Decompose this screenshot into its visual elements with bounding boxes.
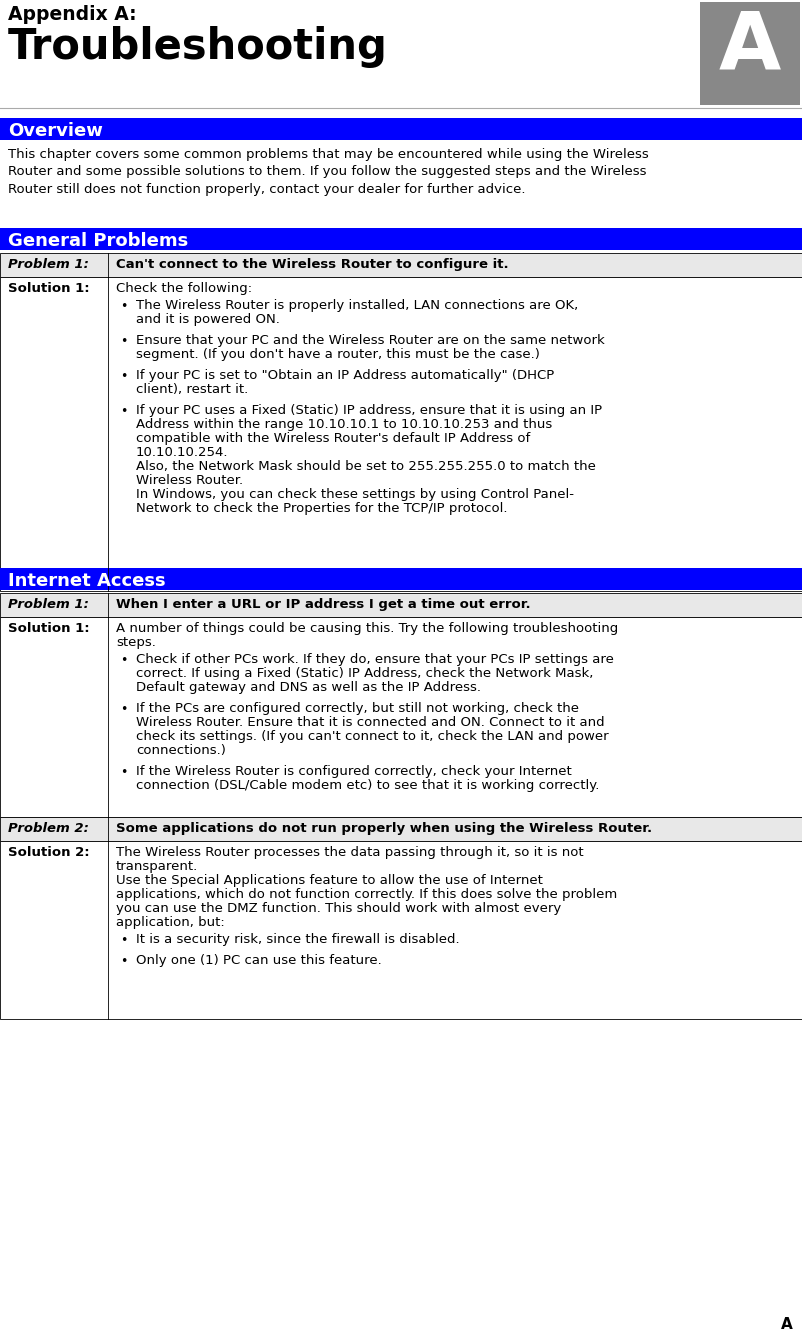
Text: application, but:: application, but: (115, 917, 225, 929)
Text: A: A (780, 1317, 792, 1333)
Text: Can't connect to the Wireless Router to configure it.: Can't connect to the Wireless Router to … (115, 258, 508, 271)
Text: you can use the DMZ function. This should work with almost every: you can use the DMZ function. This shoul… (115, 902, 561, 915)
Text: •: • (119, 934, 128, 947)
Text: The Wireless Router is properly installed, LAN connections are OK,: The Wireless Router is properly installe… (136, 299, 577, 311)
Bar (0, 254, 802, 276)
Text: Problem 1:: Problem 1: (8, 258, 89, 271)
Text: Some applications do not run properly when using the Wireless Router.: Some applications do not run properly wh… (115, 823, 651, 835)
Text: •: • (119, 766, 128, 778)
Text: Troubleshooting: Troubleshooting (8, 25, 387, 68)
Text: Solution 1:: Solution 1: (8, 282, 90, 295)
Text: •: • (119, 301, 128, 313)
Text: Internet Access: Internet Access (8, 572, 165, 590)
Bar (0, 617, 802, 817)
Text: Problem 1:: Problem 1: (8, 599, 89, 611)
Text: Solution 1:: Solution 1: (8, 621, 90, 635)
Bar (0, 568, 802, 590)
Text: Wireless Router.: Wireless Router. (136, 474, 243, 487)
Text: General Problems: General Problems (8, 232, 188, 250)
Text: In Windows, you can check these settings by using Control Panel-: In Windows, you can check these settings… (136, 488, 573, 501)
Text: check its settings. (If you can't connect to it, check the LAN and power: check its settings. (If you can't connec… (136, 730, 608, 743)
Text: The Wireless Router processes the data passing through it, so it is not: The Wireless Router processes the data p… (115, 845, 583, 859)
Text: correct. If using a Fixed (Static) IP Address, check the Network Mask,: correct. If using a Fixed (Static) IP Ad… (136, 667, 593, 680)
Text: If your PC uses a Fixed (Static) IP address, ensure that it is using an IP: If your PC uses a Fixed (Static) IP addr… (136, 404, 602, 417)
Text: Address within the range 10.10.10.1 to 10.10.10.253 and thus: Address within the range 10.10.10.1 to 1… (136, 417, 552, 431)
Text: Use the Special Applications feature to allow the use of Internet: Use the Special Applications feature to … (115, 874, 542, 887)
Bar (0, 593, 802, 617)
Text: Appendix A:: Appendix A: (8, 5, 136, 24)
Text: connections.): connections.) (136, 743, 225, 757)
Text: connection (DSL/Cable modem etc) to see that it is working correctly.: connection (DSL/Cable modem etc) to see … (136, 778, 598, 792)
Text: applications, which do not function correctly. If this does solve the problem: applications, which do not function corr… (115, 888, 617, 900)
Text: Network to check the Properties for the TCP/IP protocol.: Network to check the Properties for the … (136, 502, 507, 515)
Text: compatible with the Wireless Router's default IP Address of: compatible with the Wireless Router's de… (136, 432, 529, 446)
Text: Problem 2:: Problem 2: (8, 823, 89, 835)
Text: transparent.: transparent. (115, 860, 198, 874)
Text: Overview: Overview (8, 122, 103, 140)
Bar (0, 817, 802, 841)
Text: If the PCs are configured correctly, but still not working, check the: If the PCs are configured correctly, but… (136, 702, 578, 715)
Text: •: • (119, 654, 128, 667)
Text: •: • (119, 956, 128, 968)
Text: •: • (119, 370, 128, 382)
Text: steps.: steps. (115, 636, 156, 650)
Text: Wireless Router. Ensure that it is connected and ON. Connect to it and: Wireless Router. Ensure that it is conne… (136, 717, 604, 729)
Text: Ensure that your PC and the Wireless Router are on the same network: Ensure that your PC and the Wireless Rou… (136, 334, 604, 348)
Text: When I enter a URL or IP address I get a time out error.: When I enter a URL or IP address I get a… (115, 599, 530, 611)
Text: If your PC is set to "Obtain an IP Address automatically" (DHCP: If your PC is set to "Obtain an IP Addre… (136, 369, 553, 382)
Text: Check the following:: Check the following: (115, 282, 252, 295)
Text: Only one (1) PC can use this feature.: Only one (1) PC can use this feature. (136, 954, 381, 968)
Text: •: • (119, 336, 128, 348)
Text: It is a security risk, since the firewall is disabled.: It is a security risk, since the firewal… (136, 933, 459, 946)
Text: •: • (119, 703, 128, 717)
Bar (0, 841, 802, 1019)
Text: A: A (718, 8, 780, 86)
Text: •: • (119, 405, 128, 417)
Bar (0, 228, 802, 250)
Text: Solution 2:: Solution 2: (8, 845, 90, 859)
Text: Default gateway and DNS as well as the IP Address.: Default gateway and DNS as well as the I… (136, 680, 480, 694)
Text: Check if other PCs work. If they do, ensure that your PCs IP settings are: Check if other PCs work. If they do, ens… (136, 654, 613, 666)
Text: Also, the Network Mask should be set to 255.255.255.0 to match the: Also, the Network Mask should be set to … (136, 460, 595, 472)
Text: A number of things could be causing this. Try the following troubleshooting: A number of things could be causing this… (115, 621, 618, 635)
Text: 10.10.10.254.: 10.10.10.254. (136, 446, 229, 459)
Text: client), restart it.: client), restart it. (136, 382, 248, 396)
Text: segment. (If you don't have a router, this must be the case.): segment. (If you don't have a router, th… (136, 348, 539, 361)
Bar (699, 1, 799, 105)
Text: If the Wireless Router is configured correctly, check your Internet: If the Wireless Router is configured cor… (136, 765, 571, 778)
Bar (0, 118, 802, 140)
Text: This chapter covers some common problems that may be encountered while using the: This chapter covers some common problems… (8, 148, 648, 196)
Bar (0, 276, 802, 590)
Text: and it is powered ON.: and it is powered ON. (136, 313, 280, 326)
